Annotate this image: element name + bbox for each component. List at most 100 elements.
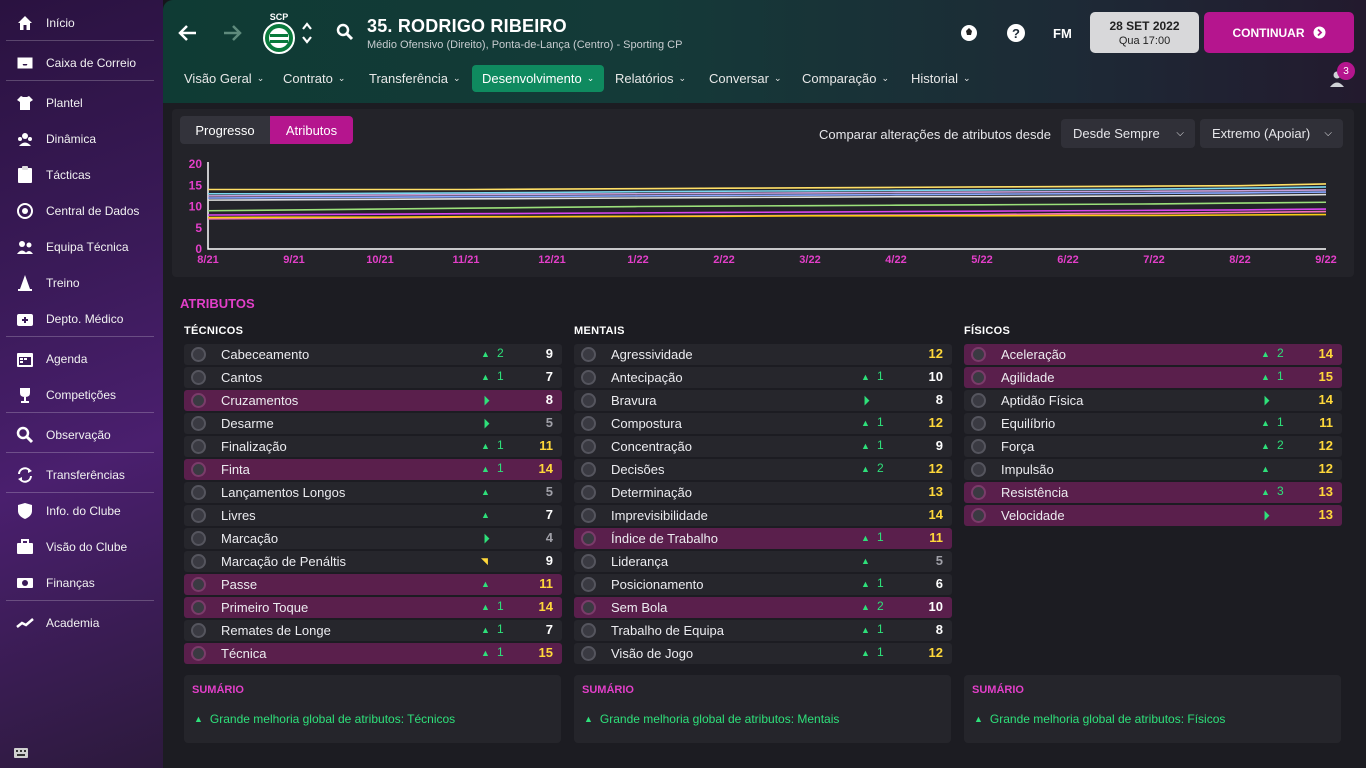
attribute-change: 1 [497,438,504,452]
tab-comparacao[interactable]: Comparação ⌄ [792,65,899,92]
attribute-row[interactable]: Cruzamentos ◢ 8 [184,390,562,411]
segment-attributes[interactable]: Atributos [270,116,353,144]
attribute-row[interactable]: Decisões ▲ 2 12 [574,459,952,480]
attribute-row[interactable]: Livres ▲ 7 [184,505,562,526]
attribute-row[interactable]: Visão de Jogo ▲ 1 12 [574,643,952,664]
sidebar-item-central-dados[interactable]: Central de Dados [0,196,160,226]
attribute-row[interactable]: Agressividade 12 [574,344,952,365]
sidebar-item-equipa-tecnica[interactable]: Equipa Técnica [0,232,160,262]
tab-desenvolvimento[interactable]: Desenvolvimento ⌄ [472,65,605,92]
series-line[interactable] [207,208,1327,216]
attribute-row[interactable]: Trabalho de Equipa ▲ 1 8 [574,620,952,641]
club-badge[interactable]: SCP [260,10,298,56]
sidebar-item-financas[interactable]: Finanças [0,568,160,598]
since-dropdown[interactable]: Desde Sempre ⌵ [1061,119,1195,148]
role-dropdown[interactable]: Extremo (Apoiar) ⌵ [1200,119,1343,148]
sidebar-item-academia[interactable]: Academia [0,608,160,638]
segment-progress[interactable]: Progresso [180,116,270,144]
attribute-history-chart: 20 15 10 5 08/21 9/21 10/21 11/21 12/21 1/22 2/22 3… [189,157,1337,266]
series-line[interactable] [207,191,1327,199]
attribute-row[interactable]: Finalização ▲ 1 11 [184,436,562,457]
series-line[interactable] [207,213,1327,219]
attribute-row[interactable]: Passe ▲ 11 [184,574,562,595]
attribute-row[interactable]: Lançamentos Longos ▲ 5 [184,482,562,503]
attribute-row[interactable]: Finta ▲ 1 14 [184,459,562,480]
attribute-row[interactable]: Cabeceamento ▲ 2 9 [184,344,562,365]
series-line[interactable] [207,193,1327,201]
sidebar-item-treino[interactable]: Treino [0,268,160,298]
y-tick-label: 15 [189,178,203,192]
attribute-row[interactable]: Velocidade ◢ 13 [964,505,1342,526]
search-icon[interactable] [335,22,355,42]
back-arrow-icon[interactable] [175,20,201,46]
attribute-row[interactable]: Remates de Longe ▲ 1 7 [184,620,562,641]
chevron-down-icon: ⌵ [1176,128,1184,139]
sidebar-item-info-clube[interactable]: Info. do Clube [0,496,160,526]
globe-football-icon[interactable] [958,22,980,44]
attribute-importance-icon [971,416,986,431]
attribute-row[interactable]: Aceleração ▲ 2 14 [964,344,1342,365]
attribute-row[interactable]: Impulsão ▲ 12 [964,459,1342,480]
tab-transferencia[interactable]: Transferência ⌄ [359,65,471,92]
attribute-change: 1 [497,369,504,383]
attribute-name: Livres [221,508,256,523]
sidebar-item-medico[interactable]: Depto. Médico [0,304,160,334]
attribute-row[interactable]: Marcação ◢ 4 [184,528,562,549]
chevron-down-icon: ⌵ [1324,128,1332,139]
attribute-row[interactable]: Liderança ▲ 5 [574,551,952,572]
attribute-row[interactable]: Equilíbrio ▲ 1 11 [964,413,1342,434]
attribute-row[interactable]: Técnica ▲ 1 15 [184,643,562,664]
sidebar-divider [6,336,154,337]
notifications-button[interactable]: 3 [1329,62,1357,90]
help-icon[interactable]: ? [1005,22,1027,44]
tab-historial[interactable]: Historial ⌄ [901,65,981,92]
attribute-row[interactable]: Compostura ▲ 1 12 [574,413,952,434]
sidebar-item-plantel[interactable]: Plantel [0,88,160,118]
tactics-board-icon [15,165,35,185]
attribute-row[interactable]: Aptidão Física ◢ 14 [964,390,1342,411]
attribute-row[interactable]: Desarme ◢ 5 [184,413,562,434]
attribute-row[interactable]: Concentração ▲ 1 9 [574,436,952,457]
series-line[interactable] [208,183,1327,191]
attribute-row[interactable]: Imprevisibilidade 14 [574,505,952,526]
date-display[interactable]: 28 SET 2022 Qua 17:00 [1090,12,1199,53]
player-cycle-arrows-icon[interactable] [300,20,314,46]
attribute-row[interactable]: Força ▲ 2 12 [964,436,1342,457]
sidebar-item-caixa-correio[interactable]: Caixa de Correio [0,48,160,78]
attribute-importance-icon [191,554,206,569]
attribute-row[interactable]: Posicionamento ▲ 1 6 [574,574,952,595]
sidebar-item-inicio[interactable]: Início [0,8,160,38]
attribute-row[interactable]: Resistência ▲ 3 13 [964,482,1342,503]
attribute-row[interactable]: Índice de Trabalho ▲ 1 11 [574,528,952,549]
forward-arrow-icon[interactable] [219,20,245,46]
attribute-row[interactable]: Marcação de Penáltis ◥ 9 [184,551,562,572]
attribute-name: Agilidade [1001,370,1055,385]
series-line[interactable] [208,186,1327,195]
series-line[interactable] [207,201,1327,212]
attribute-row[interactable]: Primeiro Toque ▲ 1 14 [184,597,562,618]
attribute-row[interactable]: Cantos ▲ 1 7 [184,367,562,388]
tab-conversar[interactable]: Conversar ⌄ [699,65,792,92]
x-tick-label: 3/22 [799,254,820,266]
attribute-row[interactable]: Sem Bola ▲ 2 10 [574,597,952,618]
attribute-row[interactable]: Antecipação ▲ 1 10 [574,367,952,388]
tab-relatorios[interactable]: Relatórios ⌄ [605,65,696,92]
series-line[interactable] [207,189,1327,197]
keyboard-icon[interactable] [14,745,28,758]
sidebar-item-agenda[interactable]: Agenda [0,344,160,374]
sidebar-item-tacticas[interactable]: Tácticas [0,160,160,190]
attribute-row[interactable]: Bravura ◢ 8 [574,390,952,411]
tab-contrato[interactable]: Contrato ⌄ [273,65,355,92]
continue-button[interactable]: CONTINUAR [1204,12,1354,53]
sidebar-item-competicoes[interactable]: Competições [0,380,160,410]
sidebar-item-dinamica[interactable]: Dinâmica [0,124,160,154]
sidebar-item-observacao[interactable]: Observação [0,420,160,450]
arrow-up-icon: ▲ [861,464,870,474]
attribute-row[interactable]: Agilidade ▲ 1 15 [964,367,1342,388]
attribute-name: Velocidade [1001,508,1065,523]
tab-visao-geral[interactable]: Visão Geral ⌄ [174,65,274,92]
fm-menu-button[interactable]: FM [1053,26,1072,41]
sidebar-item-visao-clube[interactable]: Visão do Clube [0,532,160,562]
sidebar-item-transferencias[interactable]: Transferências [0,460,160,490]
attribute-row[interactable]: Determinação 13 [574,482,952,503]
